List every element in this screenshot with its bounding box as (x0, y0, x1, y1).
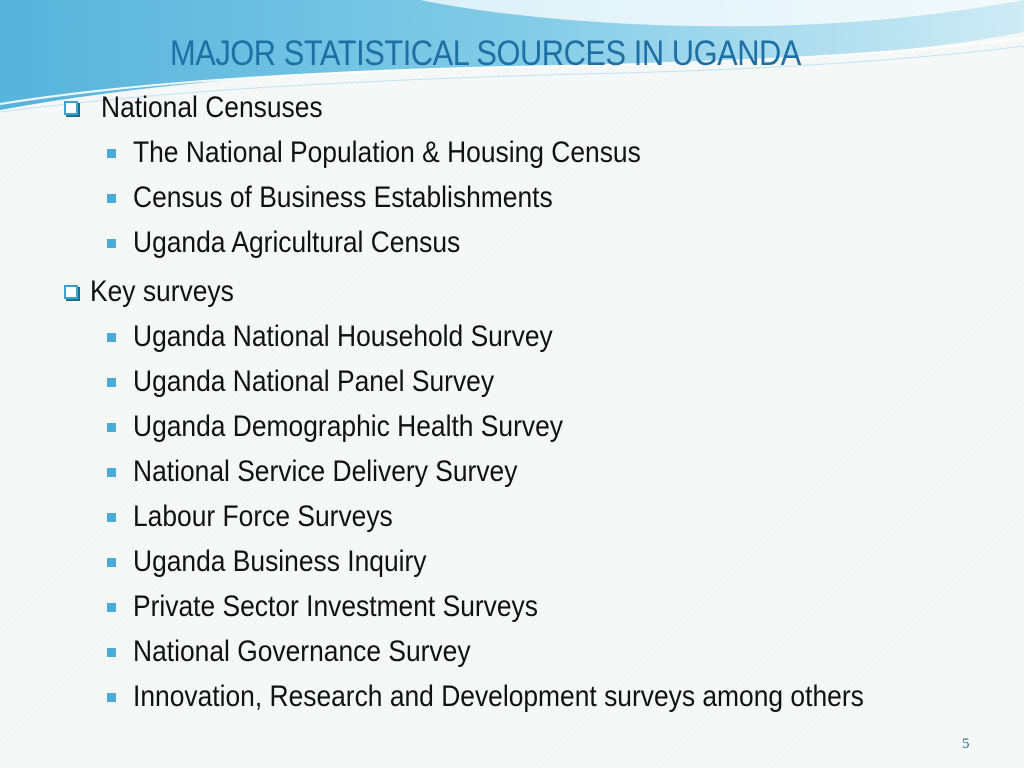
list-item-text: Census of Business Establishments (133, 181, 553, 214)
list-item-text: National Governance Survey (133, 635, 471, 668)
filled-square-icon (107, 558, 116, 567)
list-item-text: Labour Force Surveys (133, 500, 393, 533)
list-item-text: Uganda Agricultural Census (133, 226, 461, 259)
filled-square-icon (107, 603, 116, 612)
filled-square-icon (107, 423, 116, 432)
list-item-text: Uganda National Panel Survey (133, 365, 495, 398)
filled-square-icon (107, 333, 116, 342)
filled-square-icon (107, 149, 116, 158)
filled-square-icon (107, 513, 116, 522)
filled-square-icon (107, 693, 116, 702)
page-number: 5 (962, 736, 970, 752)
list-item-text: The National Population & Housing Census (133, 136, 641, 169)
list-item-text: Uganda National Household Survey (133, 320, 553, 353)
filled-square-icon (107, 239, 116, 248)
header-wave-decoration (0, 0, 1024, 113)
list-item-text: Uganda Business Inquiry (133, 545, 427, 578)
section-heading-text: Key surveys (90, 275, 234, 308)
section-heading-text: National Censuses (101, 91, 323, 124)
list-item-text: National Service Delivery Survey (133, 455, 518, 488)
filled-square-icon (107, 194, 116, 203)
slide-title: MAJOR STATISTICAL SOURCES IN UGANDA (170, 34, 801, 73)
hollow-square-icon (64, 101, 78, 115)
list-item-text: Innovation, Research and Development sur… (133, 680, 864, 713)
filled-square-icon (107, 378, 116, 387)
hollow-square-icon (64, 285, 78, 299)
filled-square-icon (107, 648, 116, 657)
list-item-text: Private Sector Investment Surveys (133, 590, 538, 623)
filled-square-icon (107, 468, 116, 477)
list-item-text: Uganda Demographic Health Survey (133, 410, 563, 443)
